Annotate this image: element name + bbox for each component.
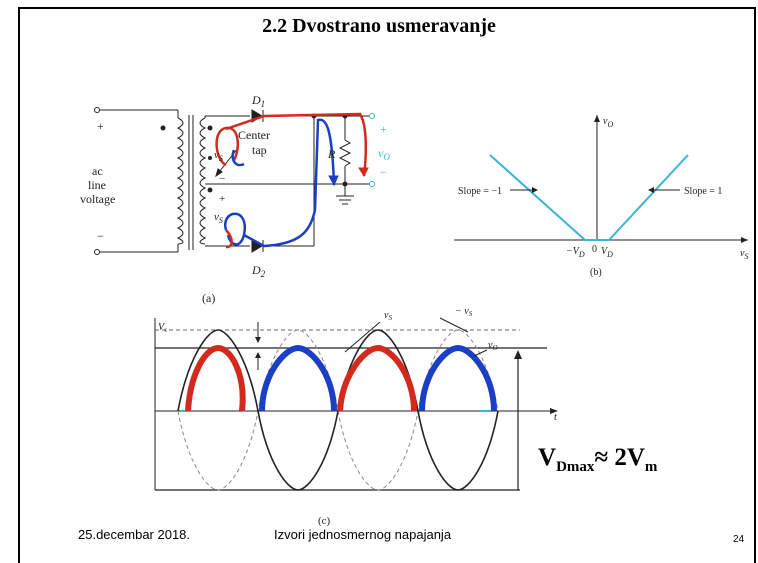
current-paths [215, 112, 369, 249]
plus-ct-label: + [219, 193, 225, 205]
vdmax-equation: VDmax≈ 2Vm [538, 444, 658, 475]
waveform-plot: Vs − vS vS vO t (c) [154, 306, 558, 527]
slope-left-label: Slope = −1 [458, 186, 502, 197]
vs-bottom-label: vS [214, 211, 223, 225]
minus-output-label: − [380, 165, 387, 179]
vs-wave-label: vS [384, 310, 392, 322]
slide-frame [18, 7, 756, 563]
transfer-curve [489, 154, 689, 241]
ac-label: ac [92, 164, 103, 178]
minus-vs-label: − vS [455, 306, 473, 318]
hump-red-2 [337, 344, 417, 412]
d2-label: D2 [251, 263, 266, 279]
secondary-winding [199, 117, 207, 245]
transfer-characteristic: vO vS Slope = −1 Slope = 1 −VD 0 VD (b) [454, 115, 748, 278]
input-terminal-bottom [94, 249, 100, 255]
output-humps [185, 344, 497, 412]
vdmax-arrow [514, 350, 522, 359]
minus-vd-label: −VD [566, 246, 585, 259]
plus-output-label: + [380, 122, 387, 136]
minus-input-label: − [97, 229, 104, 243]
x-axis-label: vS [740, 248, 748, 261]
vo-wave-label: vO [488, 340, 498, 352]
r-label: R [327, 147, 336, 161]
page-number: 24 [733, 534, 745, 545]
slope-right-label: Slope = 1 [684, 186, 722, 197]
zero-label: 0 [592, 244, 597, 255]
blue-current-loop [223, 212, 247, 246]
y-axis-label: vO [603, 116, 613, 129]
d1-label: D1 [251, 93, 265, 109]
footer-title: Izvori jednosmernog napajanja [274, 527, 452, 542]
minus-ct-label: − [219, 173, 225, 185]
resistor [338, 139, 352, 167]
plus-input-label: + [97, 119, 104, 133]
vs-top-label: vS [214, 149, 223, 163]
primary-winding [176, 117, 184, 245]
vd-label: VD [601, 246, 613, 259]
minus-vs-dashed-wave [177, 329, 499, 491]
footer-date: 25.decembar 2018. [78, 527, 191, 542]
voltage-label: voltage [80, 192, 115, 206]
caption-b: (b) [590, 267, 602, 278]
tap-label: tap [252, 143, 267, 157]
input-terminal-top [94, 107, 100, 113]
vs-solid-wave [177, 329, 499, 491]
hump-blue-1 [259, 344, 337, 412]
caption-a: (a) [202, 291, 215, 305]
vo-output-label: vO [378, 146, 390, 162]
hump-red-1 [185, 344, 246, 412]
line-label: line [88, 178, 106, 192]
time-label: t [554, 412, 557, 423]
slide-title: 2.2 Dvostrano usmeravanje [262, 15, 496, 37]
center-label: Center [238, 128, 270, 142]
vs-peak-label: Vs [158, 322, 167, 334]
caption-c: (c) [318, 515, 331, 527]
hump-blue-2 [419, 344, 497, 412]
